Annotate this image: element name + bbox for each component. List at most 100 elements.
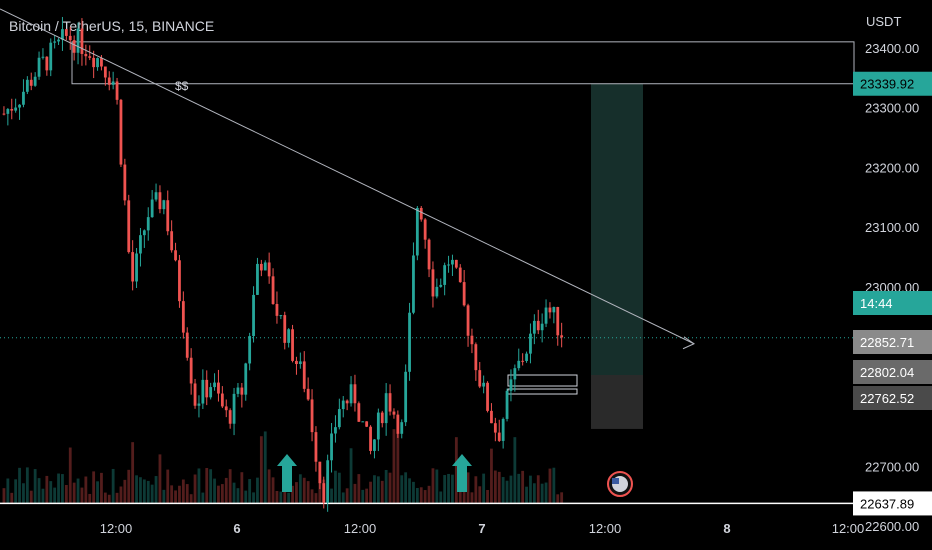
volume-bar [37,478,41,503]
volume-bar [162,489,166,503]
candle-body [532,320,536,334]
candle-body [365,421,369,427]
candle-body [412,255,415,313]
volume-bar [490,448,493,503]
volume-bar [84,476,88,503]
candle-body [10,109,14,111]
candle-body [150,199,154,218]
dollar-annotation: $$ [175,79,189,93]
price-label-box [853,330,932,354]
candle-body [536,320,540,331]
time-axis[interactable]: 12:00 6 12:00 7 12:00 8 12:00 [100,521,865,536]
candle-body [482,382,486,387]
candle-body [501,418,505,441]
candle-body [252,294,255,337]
volume-bar [213,478,216,503]
candle-body [310,399,314,433]
volume-bar [447,473,450,503]
candle-body [302,361,306,389]
volume-bar [357,474,361,503]
volume-bar [6,478,10,503]
time-tick: 12:00 [832,521,865,536]
candle-body [376,412,380,440]
volume-bar [412,481,415,503]
volume-bar [135,475,138,503]
volume-bar [72,482,76,503]
volume-bar [392,429,396,503]
volume-bar [388,472,392,503]
candle-body [388,393,392,412]
candle-body [552,307,556,313]
volume-bar [306,481,310,503]
volume-bar [209,469,213,503]
candle-body [236,387,240,394]
volume-bar [532,483,536,503]
volume-bar [25,467,29,503]
volume-bar [41,488,45,503]
candle-body [174,250,177,261]
volume-bar [298,474,302,503]
candle-body [2,113,6,115]
volume-bar [80,487,84,503]
volume-bar [49,481,53,503]
candle-body [61,29,64,40]
candle-body [193,383,197,406]
candle-body [139,235,142,254]
volume-bar [380,480,384,503]
candle-body [435,286,439,297]
candle-body [72,40,76,53]
candle-body [259,263,263,271]
candle-body [458,267,462,283]
volume-bar [431,468,435,503]
volume-bar [181,479,185,503]
candle-body [217,382,220,394]
volume-bar [369,481,372,503]
candle-body [92,57,96,68]
candle-body [517,360,521,369]
volume-bar [435,469,439,503]
candle-body [123,164,127,201]
candle-body [45,56,49,71]
candle-body [298,361,302,365]
candle-body [341,400,345,410]
volume-bar [189,494,193,503]
resistance-box [71,41,855,85]
volume-bar [443,475,447,503]
volume-bar [341,492,345,503]
volume-bar [404,472,408,503]
candles [2,16,564,512]
candle-body [224,406,228,411]
candle-body [100,58,103,67]
candle-body [275,303,279,316]
volume-bar [174,490,177,503]
candle-body [228,410,232,424]
candle-body [560,335,564,338]
candle-body [443,265,447,285]
price-label-box [853,291,932,315]
candle-body [88,56,92,58]
candle-body [80,28,84,54]
price-label-box [853,386,932,410]
candle-body [497,432,501,441]
volume-bar [45,475,49,503]
volume-bar [271,477,275,503]
candle-body [57,39,60,42]
title-separator: , [120,18,129,34]
candle-body [166,200,170,232]
candle-body [131,252,135,282]
price-label-box [853,491,932,516]
volume-bar [197,468,201,503]
chart-title: Bitcoin / TetherUS, 15, BINANCE [9,18,214,34]
candle-body [181,301,185,333]
volume-bar [330,488,333,503]
volume-bar [334,470,337,503]
price-label: 22762.52 [860,391,914,406]
candle-body [115,81,119,100]
interval: 15 [128,18,145,34]
volume-bar [170,485,174,503]
price-label-box [853,360,932,384]
price-tick: 23200.00 [865,160,919,175]
candle-body [505,390,509,419]
volume-bar [232,482,236,503]
